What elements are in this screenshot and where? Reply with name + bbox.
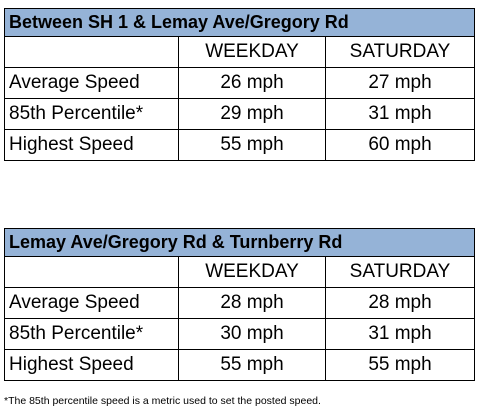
column-header	[4, 36, 179, 68]
cell: 31 mph	[325, 318, 475, 350]
header-row: WEEKDAY SATURDAY	[4, 256, 475, 288]
row-label: Highest Speed	[4, 129, 179, 161]
row-label: Highest Speed	[4, 349, 179, 381]
cell: 28 mph	[325, 287, 475, 319]
column-header	[4, 256, 179, 288]
data-row: 85th Percentile* 29 mph 31 mph	[4, 98, 475, 130]
column-header: SATURDAY	[325, 256, 475, 288]
data-row: Highest Speed 55 mph 55 mph	[4, 349, 475, 381]
cell: 29 mph	[178, 98, 326, 130]
column-header: SATURDAY	[325, 36, 475, 68]
row-label: Average Speed	[4, 67, 179, 99]
title-row: Lemay Ave/Gregory Rd & Turnberry Rd	[4, 228, 475, 257]
cell: 26 mph	[178, 67, 326, 99]
table-title: Between SH 1 & Lemay Ave/Gregory Rd	[4, 8, 475, 37]
row-label: 85th Percentile*	[4, 98, 179, 130]
column-header: WEEKDAY	[178, 36, 326, 68]
speed-table: Between SH 1 & Lemay Ave/Gregory Rd WEEKD…	[4, 8, 475, 161]
cell: 28 mph	[178, 287, 326, 319]
header-row: WEEKDAY SATURDAY	[4, 36, 475, 68]
data-row: Highest Speed 55 mph 60 mph	[4, 129, 475, 161]
data-row: Average Speed 26 mph 27 mph	[4, 67, 475, 99]
data-row: Average Speed 28 mph 28 mph	[4, 287, 475, 319]
title-row: Between SH 1 & Lemay Ave/Gregory Rd	[4, 8, 475, 37]
cell: 55 mph	[178, 349, 326, 381]
cell: 31 mph	[325, 98, 475, 130]
footnote: *The 85th percentile speed is a metric u…	[4, 395, 321, 407]
cell: 55 mph	[178, 129, 326, 161]
row-label: 85th Percentile*	[4, 318, 179, 350]
row-label: Average Speed	[4, 287, 179, 319]
cell: 30 mph	[178, 318, 326, 350]
cell: 27 mph	[325, 67, 475, 99]
table-title: Lemay Ave/Gregory Rd & Turnberry Rd	[4, 228, 475, 257]
data-row: 85th Percentile* 30 mph 31 mph	[4, 318, 475, 350]
cell: 55 mph	[325, 349, 475, 381]
cell: 60 mph	[325, 129, 475, 161]
speed-table: Lemay Ave/Gregory Rd & Turnberry Rd WEEKD…	[4, 228, 475, 381]
column-header: WEEKDAY	[178, 256, 326, 288]
